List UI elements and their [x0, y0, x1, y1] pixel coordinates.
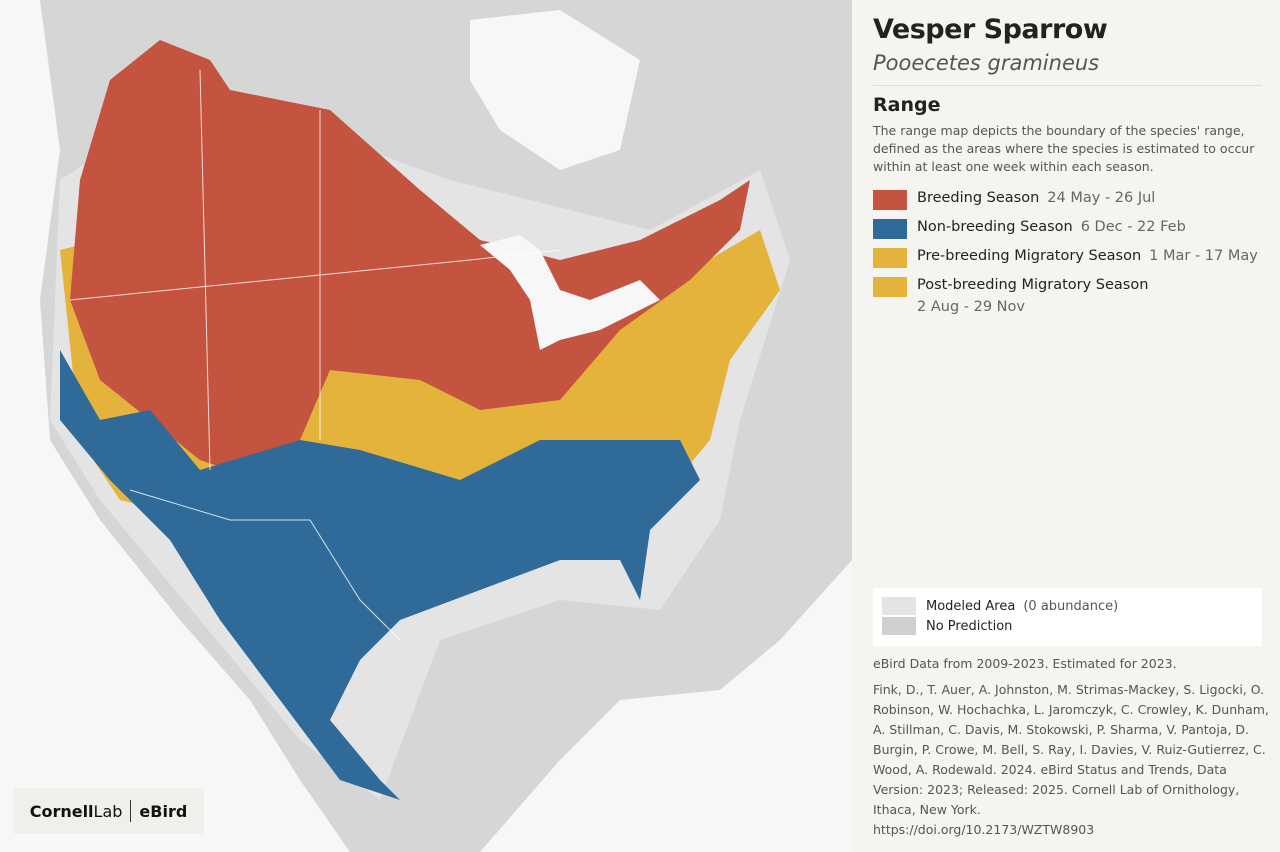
coverage-note: (0 abundance): [1023, 598, 1119, 614]
season-dates: 1 Mar - 17 May: [1149, 248, 1258, 264]
section-heading: Range: [873, 94, 941, 116]
season-dates: 2 Aug - 29 Nov: [917, 299, 1025, 315]
coverage-name: Modeled Area: [926, 598, 1016, 614]
legend-text: Non-breeding Season 6 Dec - 22 Feb: [917, 219, 1186, 235]
border-line: [129, 489, 401, 641]
coverage-item: No Prediction: [882, 616, 1253, 636]
doi[interactable]: https://doi.org/10.2173/WZTW8903: [873, 822, 1095, 837]
coverage-item: Modeled Area (0 abundance): [882, 596, 1253, 616]
logo[interactable]: Cornell Lab eBird: [13, 788, 204, 834]
legend-swatch: [873, 219, 907, 239]
legend-item: Pre-breeding Migratory Season 1 Mar - 17 …: [873, 248, 1262, 268]
season-name: Post-breeding Migratory Season: [917, 277, 1149, 293]
legend-item: Non-breeding Season 6 Dec - 22 Feb: [873, 219, 1262, 239]
sidebar: Vesper Sparrow Pooecetes gramineus Range…: [852, 0, 1280, 852]
logo-ebird: eBird: [139, 801, 188, 821]
legend-swatch: [873, 277, 907, 297]
legend-text: Post-breeding Migratory Season 2 Aug - 29…: [917, 277, 1262, 315]
legend-text: Pre-breeding Migratory Season 1 Mar - 17 …: [917, 248, 1258, 264]
legend-item: Breeding Season 24 May - 26 Jul: [873, 190, 1262, 210]
border-line: [199, 69, 211, 471]
season-dates: 6 Dec - 22 Feb: [1080, 219, 1186, 235]
logo-separator: [130, 800, 132, 822]
data-note: eBird Data from 2009-2023. Estimated for…: [873, 656, 1177, 671]
hudson-bay: [470, 10, 640, 170]
range-map: [40, 0, 852, 852]
season-name: Non-breeding Season: [917, 219, 1073, 235]
coverage-legend: Modeled Area (0 abundance) No Prediction: [873, 588, 1262, 646]
legend-swatch: [873, 190, 907, 210]
borders: [69, 69, 561, 641]
great-lakes: [480, 235, 660, 350]
season-name: Breeding Season: [917, 190, 1040, 206]
border-line: [69, 249, 561, 301]
legend-item: Post-breeding Migratory Season 2 Aug - 29…: [873, 277, 1262, 315]
season-name: Pre-breeding Migratory Season: [917, 248, 1142, 264]
season-legend: Breeding Season 24 May - 26 Jul Non-breedi…: [873, 190, 1262, 315]
scientific-name: Pooecetes gramineus: [873, 51, 1262, 86]
coverage-swatch: [882, 617, 916, 635]
coverage-name: No Prediction: [926, 618, 1013, 634]
citation-text: Fink, D., T. Auer, A. Johnston, M. Strim…: [873, 682, 1269, 817]
logo-lab: Lab: [93, 801, 123, 821]
nonbreeding-area: [60, 350, 700, 800]
logo-cornell: Cornell: [29, 801, 94, 821]
legend-text: Breeding Season 24 May - 26 Jul: [917, 190, 1155, 206]
coverage-swatch: [882, 597, 916, 615]
citation: Fink, D., T. Auer, A. Johnston, M. Strim…: [873, 680, 1273, 840]
species-title: Vesper Sparrow: [873, 14, 1108, 45]
legend-swatch: [873, 248, 907, 268]
breeding-area: [70, 40, 750, 480]
season-dates: 24 May - 26 Jul: [1047, 190, 1156, 206]
range-description: The range map depicts the boundary of th…: [873, 123, 1255, 174]
